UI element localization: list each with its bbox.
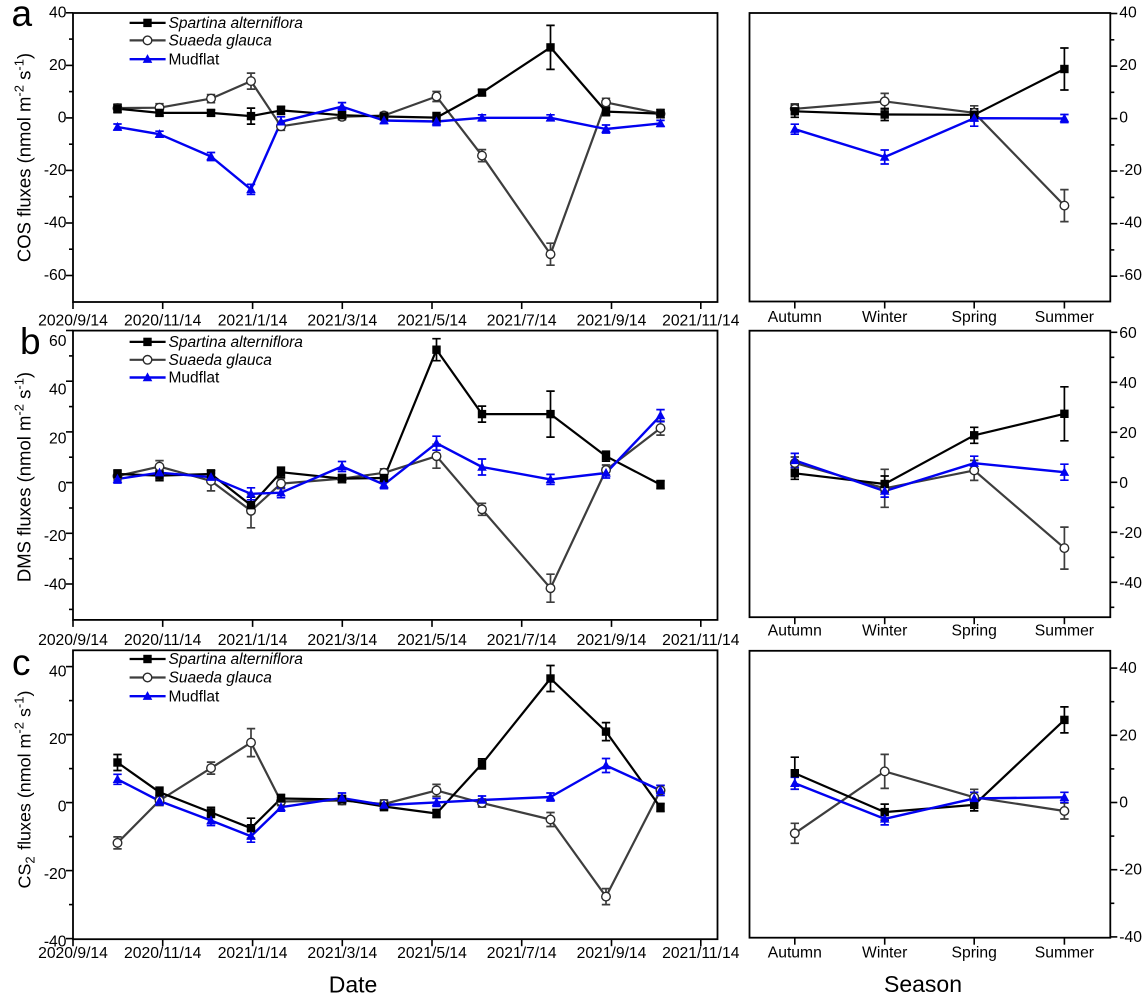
- svg-text:2020/9/14: 2020/9/14: [38, 632, 108, 649]
- svg-text:Suaeda glauca: Suaeda glauca: [169, 670, 273, 687]
- svg-text:Winter: Winter: [862, 945, 907, 962]
- svg-text:-60: -60: [1119, 267, 1142, 284]
- svg-text:2021/11/14: 2021/11/14: [662, 945, 740, 962]
- svg-text:-20: -20: [1119, 162, 1142, 179]
- svg-text:2021/11/14: 2021/11/14: [662, 632, 740, 649]
- svg-text:2021/9/14: 2021/9/14: [577, 945, 647, 962]
- svg-text:2020/11/14: 2020/11/14: [124, 632, 202, 649]
- svg-text:0: 0: [1119, 110, 1128, 127]
- svg-text:Spartina alterniflora: Spartina alterniflora: [169, 15, 304, 32]
- svg-text:CS2 fluxes (nmol m-2 s-1): CS2 fluxes (nmol m-2 s-1): [12, 691, 38, 889]
- svg-text:0: 0: [58, 479, 67, 496]
- svg-text:40: 40: [49, 382, 67, 399]
- svg-text:Spartina alterniflora: Spartina alterniflora: [169, 334, 304, 351]
- svg-text:Summer: Summer: [1035, 309, 1094, 326]
- svg-text:2021/1/14: 2021/1/14: [218, 632, 288, 649]
- svg-text:Suaeda glauca: Suaeda glauca: [169, 352, 273, 369]
- svg-text:Autumn: Autumn: [768, 623, 822, 640]
- svg-text:-40: -40: [44, 577, 67, 594]
- svg-text:-20: -20: [44, 162, 67, 179]
- svg-text:2021/9/14: 2021/9/14: [577, 632, 647, 649]
- svg-text:2021/3/14: 2021/3/14: [307, 632, 377, 649]
- svg-text:2021/1/14: 2021/1/14: [218, 945, 288, 962]
- svg-text:-20: -20: [44, 866, 67, 883]
- svg-text:-40: -40: [44, 933, 67, 950]
- svg-text:Autumn: Autumn: [768, 945, 822, 962]
- svg-text:20: 20: [49, 430, 67, 447]
- svg-text:2021/7/14: 2021/7/14: [487, 313, 557, 330]
- svg-text:0: 0: [1119, 475, 1128, 492]
- svg-text:a: a: [12, 0, 33, 34]
- svg-text:2021/7/14: 2021/7/14: [487, 945, 557, 962]
- svg-text:20: 20: [1119, 425, 1137, 442]
- svg-text:Summer: Summer: [1035, 945, 1094, 962]
- svg-text:60: 60: [49, 333, 67, 350]
- svg-text:DMS fluxes (nmol m-2 s-1): DMS fluxes (nmol m-2 s-1): [12, 372, 35, 582]
- svg-text:40: 40: [49, 4, 67, 21]
- svg-text:2021/5/14: 2021/5/14: [397, 945, 467, 962]
- svg-text:-40: -40: [1119, 575, 1142, 592]
- svg-text:Date: Date: [329, 971, 378, 997]
- svg-text:20: 20: [49, 731, 67, 748]
- svg-text:2020/11/14: 2020/11/14: [124, 313, 202, 330]
- svg-text:40: 40: [1119, 5, 1137, 22]
- svg-text:-40: -40: [44, 215, 67, 232]
- svg-text:0: 0: [58, 798, 67, 815]
- svg-text:Autumn: Autumn: [768, 309, 822, 326]
- svg-text:Winter: Winter: [862, 309, 907, 326]
- svg-text:Mudflat: Mudflat: [169, 51, 221, 68]
- svg-text:20: 20: [49, 57, 67, 74]
- svg-text:2021/11/14: 2021/11/14: [662, 313, 740, 330]
- svg-text:0: 0: [58, 109, 67, 126]
- svg-text:-20: -20: [1119, 525, 1142, 542]
- svg-text:0: 0: [1119, 795, 1128, 812]
- svg-text:Spring: Spring: [952, 623, 997, 640]
- svg-text:-60: -60: [44, 267, 67, 284]
- svg-text:20: 20: [1119, 57, 1137, 74]
- svg-text:40: 40: [1119, 375, 1137, 392]
- svg-text:b: b: [20, 321, 41, 362]
- svg-text:40: 40: [49, 664, 67, 681]
- svg-text:Spring: Spring: [952, 309, 997, 326]
- svg-text:Mudflat: Mudflat: [169, 370, 221, 387]
- svg-text:2020/11/14: 2020/11/14: [124, 945, 202, 962]
- svg-text:2021/7/14: 2021/7/14: [487, 632, 557, 649]
- svg-text:2021/3/14: 2021/3/14: [307, 945, 377, 962]
- svg-text:2021/5/14: 2021/5/14: [397, 632, 467, 649]
- svg-text:Season: Season: [884, 971, 962, 997]
- svg-text:-20: -20: [1119, 862, 1142, 879]
- svg-text:20: 20: [1119, 727, 1137, 744]
- svg-text:40: 40: [1119, 660, 1137, 677]
- svg-text:2021/5/14: 2021/5/14: [397, 313, 467, 330]
- svg-text:2021/9/14: 2021/9/14: [577, 313, 647, 330]
- svg-text:2021/1/14: 2021/1/14: [218, 313, 288, 330]
- svg-text:Suaeda glauca: Suaeda glauca: [169, 33, 273, 50]
- svg-text:Mudflat: Mudflat: [169, 688, 221, 705]
- svg-text:Spring: Spring: [952, 945, 997, 962]
- svg-text:2021/3/14: 2021/3/14: [307, 313, 377, 330]
- svg-text:2020/9/14: 2020/9/14: [38, 313, 108, 330]
- svg-text:-40: -40: [1119, 929, 1142, 946]
- svg-text:60: 60: [1119, 325, 1137, 342]
- svg-text:Spartina alterniflora: Spartina alterniflora: [169, 651, 304, 668]
- svg-text:Winter: Winter: [862, 623, 907, 640]
- svg-text:Summer: Summer: [1035, 623, 1094, 640]
- svg-text:-20: -20: [44, 528, 67, 545]
- svg-text:c: c: [12, 642, 31, 683]
- svg-text:COS fluxes (nmol m-2 s-1): COS fluxes (nmol m-2 s-1): [12, 53, 35, 262]
- svg-text:2020/9/14: 2020/9/14: [38, 945, 108, 962]
- svg-text:-40: -40: [1119, 215, 1142, 232]
